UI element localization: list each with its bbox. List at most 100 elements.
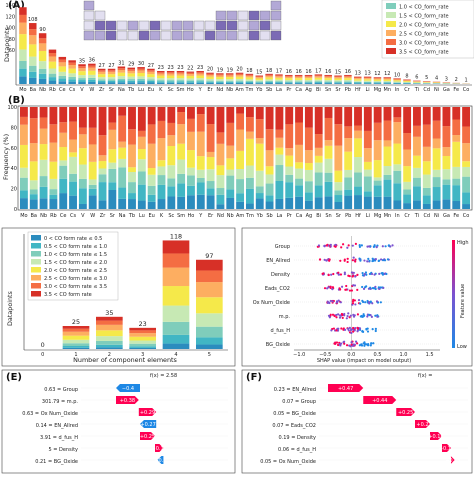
bar-segment: [315, 107, 323, 134]
bar-segment: [40, 107, 48, 117]
bar-segment: [236, 79, 243, 81]
bar-segment: [177, 197, 185, 209]
bar-segment: [99, 168, 107, 174]
bar-segment: [256, 138, 264, 144]
bar-segment: [118, 68, 125, 70]
bar-segment: [384, 140, 392, 146]
bar-segment: [59, 166, 67, 179]
bar-segment: [49, 124, 57, 142]
bar-segment: [128, 107, 136, 129]
shap-point: [382, 287, 384, 289]
bar-segment: [167, 197, 175, 209]
bar-segment: [187, 80, 194, 81]
bar-segment: [157, 72, 164, 73]
bar-segment: [148, 202, 156, 209]
bar-segment: [305, 83, 312, 84]
bar-segment: [413, 178, 421, 187]
bar-segment: [167, 81, 174, 82]
bar-segment: [78, 64, 85, 66]
shap-point: [324, 287, 326, 289]
bar-segment: [364, 77, 371, 78]
bar-segment: [413, 107, 421, 126]
shap-point: [350, 341, 352, 343]
bar-segment: [334, 107, 342, 124]
shap-point: [354, 260, 356, 262]
bar-segment: [138, 171, 146, 184]
bar-segment: [374, 177, 382, 180]
bar-segment: [452, 167, 460, 179]
bar-segment: [374, 197, 382, 209]
shap-point: [370, 300, 372, 302]
bar-segment: [275, 81, 282, 82]
bar-segment: [256, 198, 264, 209]
bar-segment: [99, 135, 107, 155]
bar-segment: [197, 114, 205, 132]
bar-segment: [246, 204, 254, 209]
bar-segment: [295, 179, 303, 186]
waterfall-plot-f: (F) f(x) = 0.23 = EN_Allred+0.470.07 = G…: [240, 368, 474, 474]
bar-segment: [285, 78, 292, 80]
x-tick-label: Lu: [139, 213, 145, 219]
bar-segment: [206, 83, 213, 84]
colorbar: [452, 240, 455, 348]
bar-segment: [187, 132, 195, 150]
element-cell: [150, 31, 160, 40]
bar-segment: [364, 197, 372, 209]
bar-segment: [275, 75, 282, 76]
bar-segment: [315, 80, 322, 81]
bar-segment: [96, 345, 123, 348]
bar-segment: [59, 107, 67, 122]
bar-segment: [148, 107, 156, 124]
legend-swatch: [386, 21, 396, 27]
bar-segment: [147, 70, 154, 72]
element-cell: [95, 21, 105, 30]
bar-segment: [256, 78, 263, 80]
x-tick-label: Sn: [325, 213, 331, 219]
bar-segment: [147, 82, 154, 84]
bar-segment: [295, 77, 302, 78]
bar-segment: [118, 67, 125, 69]
bar-segment: [167, 74, 174, 76]
bar-segment: [128, 77, 135, 79]
bar-segment: [118, 188, 126, 199]
element-cell: [227, 31, 237, 40]
shap-point: [343, 341, 345, 343]
x-tick-label: Tm: [245, 213, 254, 219]
bar-segment: [197, 182, 205, 194]
bar-segment: [266, 166, 274, 174]
shap-point: [324, 245, 326, 247]
bar-segment: [157, 76, 164, 79]
shap-point: [352, 331, 354, 333]
bar-segment: [246, 107, 254, 117]
x-tick-label: Pb: [345, 213, 351, 219]
x-tick-label: Na: [119, 213, 126, 219]
element-cell: [260, 31, 270, 40]
shap-point: [384, 245, 386, 247]
element-cell: [84, 1, 94, 10]
shap-point: [373, 287, 375, 289]
bar-segment: [443, 179, 451, 184]
shap-point: [362, 301, 364, 303]
bar-segment: [285, 175, 293, 182]
bar-segment: [315, 83, 322, 84]
bar-segment: [384, 107, 392, 121]
bar-segment: [295, 80, 302, 81]
bar-segment: [196, 74, 203, 76]
shap-point: [372, 258, 374, 260]
bar-segment: [344, 152, 352, 170]
element-cell: [249, 31, 259, 40]
bar-segment: [78, 82, 85, 84]
bar-segment: [98, 81, 105, 83]
shap-point: [370, 344, 372, 346]
bar-segment: [334, 83, 341, 84]
bar-segment: [374, 78, 381, 79]
bar-segment: [39, 69, 46, 74]
bar-segment: [374, 160, 382, 177]
bar-segment: [315, 81, 322, 82]
shap-point: [336, 341, 338, 343]
bar-segment: [334, 171, 342, 182]
bar-segment: [137, 82, 144, 84]
shap-point: [354, 303, 356, 305]
shap-point: [387, 258, 389, 260]
